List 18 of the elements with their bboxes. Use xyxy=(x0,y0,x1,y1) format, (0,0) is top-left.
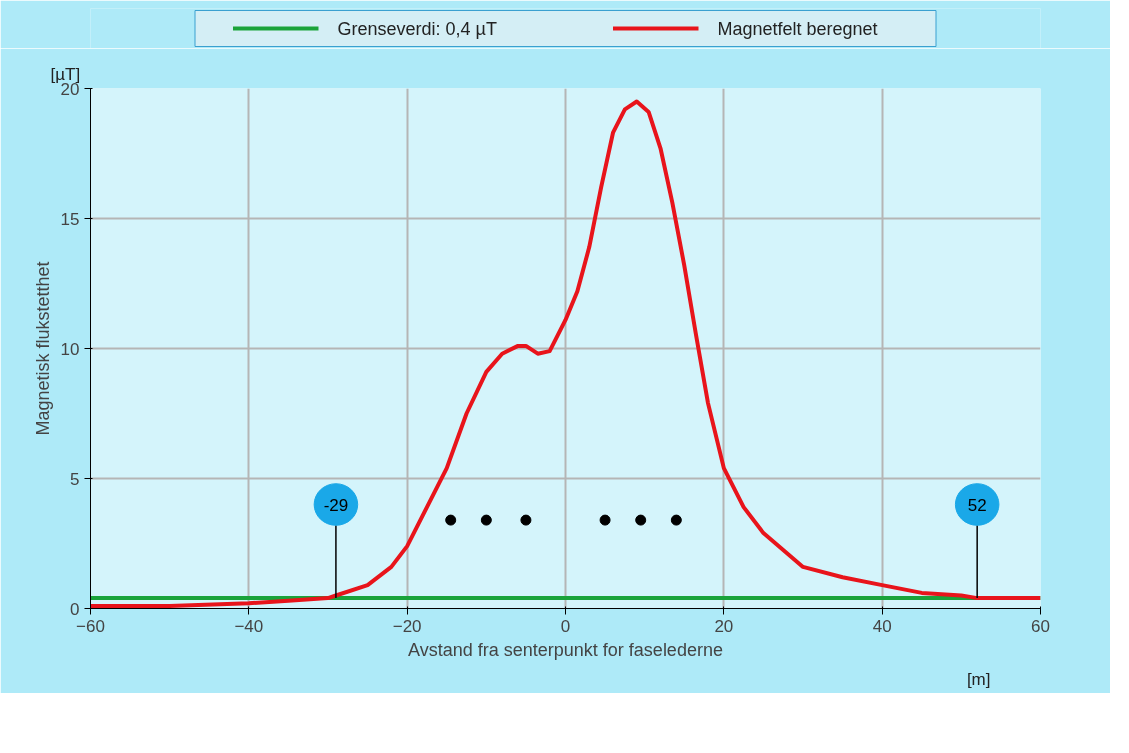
annotation: 52 xyxy=(967,495,987,515)
legend-label: Grenseverdi: 0,4 µT xyxy=(337,18,497,39)
y-axis-title: Magnetisk flukstetthet xyxy=(32,261,53,436)
x-tick-label: 40 xyxy=(872,616,892,636)
x-tick-label: 0 xyxy=(560,616,571,636)
y-tick-label: 0 xyxy=(70,599,80,619)
x-axis-title: Avstand fra senterpunkt for faselederne xyxy=(408,639,723,660)
annotation: -29 xyxy=(323,495,349,515)
x-tick-label: −20 xyxy=(392,616,422,636)
y-tick-label: 5 xyxy=(70,469,80,489)
x-tick-label: 20 xyxy=(714,616,734,636)
x-tick-label: −60 xyxy=(76,616,105,636)
x-tick-label: 60 xyxy=(1031,616,1050,636)
text: [m] xyxy=(966,669,991,689)
y-tick-label: 10 xyxy=(60,339,80,359)
legend-label: Magnetfelt beregnet xyxy=(717,18,878,39)
y-tick-label: 15 xyxy=(60,209,80,229)
x-tick-label: −40 xyxy=(234,616,264,636)
